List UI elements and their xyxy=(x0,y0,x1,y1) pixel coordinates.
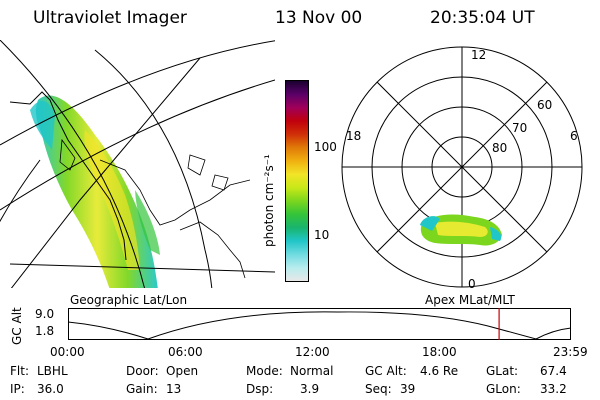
mlt-label-0: 0 xyxy=(468,277,476,291)
instrument-title: Ultraviolet Imager xyxy=(33,8,187,28)
date-label: 13 Nov 00 xyxy=(275,8,363,28)
aurora-emission-band xyxy=(35,95,158,288)
coastline xyxy=(9,91,127,261)
magnetic-polar-plot: 12 18 6 0 60 70 80 xyxy=(341,46,583,291)
timeline-xtick-0: 00:00 xyxy=(50,345,85,359)
timeline-xtick-2: 12:00 xyxy=(295,345,330,359)
gain-value: 13 xyxy=(166,382,182,396)
time-label: 20:35:04 UT xyxy=(430,8,535,28)
filter-value: LBHL xyxy=(37,364,68,378)
mlat-label-60: 60 xyxy=(537,98,552,112)
glon-label: GLon: xyxy=(486,382,521,396)
colorbar-tick-10: 10 xyxy=(314,228,330,242)
gc-alt-value: 4.6 Re xyxy=(420,364,459,378)
glat-label: GLat: xyxy=(486,364,519,378)
mlat-label-80: 80 xyxy=(492,141,507,155)
ip-label: IP: xyxy=(10,382,25,396)
colorbar-unit-label: photon cm⁻²s⁻¹ xyxy=(262,154,276,247)
mlat-label-70: 70 xyxy=(512,121,527,135)
colorbar-tick-100: 100 xyxy=(314,140,337,154)
mlt-label-6: 6 xyxy=(570,129,578,143)
ip-value: 36.0 xyxy=(37,382,64,396)
geographic-map xyxy=(0,40,275,288)
glon-value: 33.2 xyxy=(540,382,567,396)
timeline-ytick-bottom: 1.8 xyxy=(35,324,55,338)
mode-value: Normal xyxy=(290,364,334,378)
glat-value: 67.4 xyxy=(540,364,567,378)
gain-label: Gain: xyxy=(126,382,158,396)
altitude-timeline xyxy=(67,308,572,340)
mode-label: Mode: xyxy=(246,364,283,378)
timeline-ylabel: GC Alt xyxy=(10,307,24,345)
colorbar xyxy=(285,80,309,282)
dsp-label: Dsp: xyxy=(246,382,274,396)
seq-label: Seq: xyxy=(365,382,392,396)
mlt-label-18: 18 xyxy=(346,129,361,143)
magnetic-map-label: Apex MLat/MLT xyxy=(425,293,515,307)
door-value: Open xyxy=(166,364,199,378)
timeline-xtick-1: 06:00 xyxy=(168,345,203,359)
timeline-xtick-3: 18:00 xyxy=(422,345,457,359)
dsp-value: 3.9 xyxy=(300,382,320,396)
timeline-ytick-top: 9.0 xyxy=(35,307,55,321)
geographic-map-label: Geographic Lat/Lon xyxy=(70,293,188,307)
filter-label: Flt: xyxy=(10,364,29,378)
altitude-curve xyxy=(67,311,572,340)
mlt-label-12: 12 xyxy=(471,48,486,62)
door-label: Door: xyxy=(126,364,159,378)
seq-value: 39 xyxy=(400,382,416,396)
timeline-xtick-4: 23:59 xyxy=(553,345,588,359)
gc-alt-label: GC Alt: xyxy=(365,364,407,378)
